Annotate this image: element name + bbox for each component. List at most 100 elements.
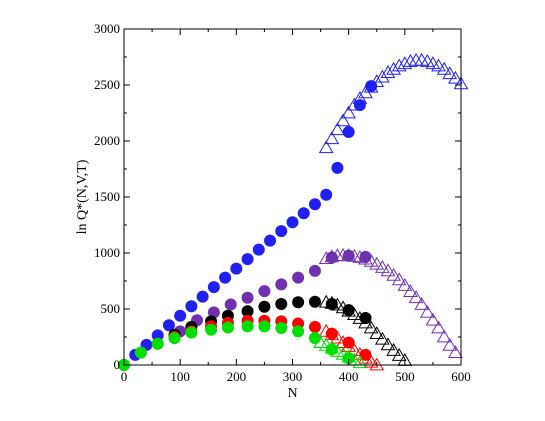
x-tick-label: 500 [395,369,415,384]
data-point-triangle [391,58,407,72]
data-point-circle [292,271,305,284]
x-axis-ticks: 0 100 200 300 400 500 600 [121,29,471,384]
data-point-triangle [363,320,379,334]
data-point-circle [275,322,288,335]
data-point-triangle [380,263,396,277]
data-point-triangle [313,335,328,348]
data-point-circle [320,188,333,201]
data-point-circle [185,326,198,339]
data-point-triangle [397,277,413,291]
data-point-circle [252,243,265,256]
data-point-triangle [352,311,368,324]
data-point-triangle [341,303,357,317]
data-point-triangle [358,315,373,329]
y-tick-label: 1000 [94,245,120,260]
data-point-circle [292,325,305,338]
data-point-triangle [431,58,446,72]
data-marks [118,52,469,371]
data-point-triangle [352,355,368,369]
data-point-circle [308,295,321,308]
data-point-circle [275,225,288,238]
data-point-circle [353,99,366,112]
data-point-circle [134,346,147,359]
data-point-triangle [324,327,340,341]
data-point-circle [224,298,237,311]
data-point-triangle [386,61,401,75]
data-point-triangle [324,131,340,145]
data-point-circle [275,278,288,291]
data-point-circle [174,309,187,322]
data-point-triangle [414,297,430,310]
data-point-triangle [380,337,396,351]
x-tick-label: 0 [121,369,128,384]
data-point-triangle [346,97,362,111]
data-point-triangle [386,267,401,281]
data-point-triangle [330,330,345,344]
data-point-triangle [352,346,368,360]
data-point-circle [308,198,321,211]
data-point-triangle [386,342,401,356]
data-point-circle [258,300,271,313]
data-point-circle [151,337,164,350]
data-point-triangle [369,256,385,270]
data-point-triangle [419,304,435,318]
data-point-circle [275,297,288,310]
data-point-triangle [369,326,385,340]
data-point-circle [258,285,271,298]
data-point-circle [286,216,299,229]
data-point-triangle [318,251,334,264]
data-point-triangle [318,323,334,337]
data-point-triangle [335,113,351,127]
data-point-triangle [442,337,458,351]
data-point-triangle [408,290,424,304]
data-point-triangle [330,122,345,136]
data-point-triangle [369,74,385,88]
data-point-triangle [375,331,390,345]
data-point-circle [292,296,305,309]
data-point-circle [297,207,310,220]
data-point-triangle [363,354,379,368]
data-point-triangle [448,70,463,84]
data-point-triangle [335,300,351,314]
data-point-triangle [363,253,379,267]
data-point-triangle [436,61,452,75]
data-point-circle [241,305,254,318]
data-point-triangle [346,342,362,356]
data-point-triangle [330,344,345,357]
data-point-triangle [369,357,385,371]
data-point-triangle [391,347,407,361]
data-point-triangle [330,297,345,311]
y-tick-label: 0 [114,357,121,372]
y-tick-label: 500 [101,301,121,316]
data-point-triangle [442,66,458,80]
data-point-triangle [318,337,334,351]
data-point-circle [221,321,234,334]
data-point-circle [196,290,209,303]
y-tick-label: 3000 [94,21,120,36]
x-axis-label: N [287,386,297,401]
data-point-triangle [341,105,357,119]
data-point-circle [151,329,164,342]
data-point-circle [342,126,355,139]
data-point-circle [241,253,254,266]
data-point-circle [185,300,198,313]
y-tick-label: 2000 [94,133,120,148]
data-point-triangle [375,69,390,83]
data-point-circle [230,262,243,275]
data-point-circle [308,264,321,277]
data-point-triangle [346,307,362,320]
data-point-triangle [324,340,340,354]
data-point-circle [241,320,254,333]
data-point-circle [308,320,321,333]
data-point-triangle [380,65,396,79]
y-axis-label: ln Q*(N,V,T) [75,159,90,234]
x-tick-label: 100 [170,369,190,384]
y-tick-label: 1500 [94,189,120,204]
data-point-triangle [436,329,452,343]
data-point-triangle [324,249,340,263]
x-tick-label: 600 [451,369,471,384]
data-point-circle [258,320,271,333]
x-tick-label: 200 [227,369,247,384]
data-point-triangle [358,350,373,364]
